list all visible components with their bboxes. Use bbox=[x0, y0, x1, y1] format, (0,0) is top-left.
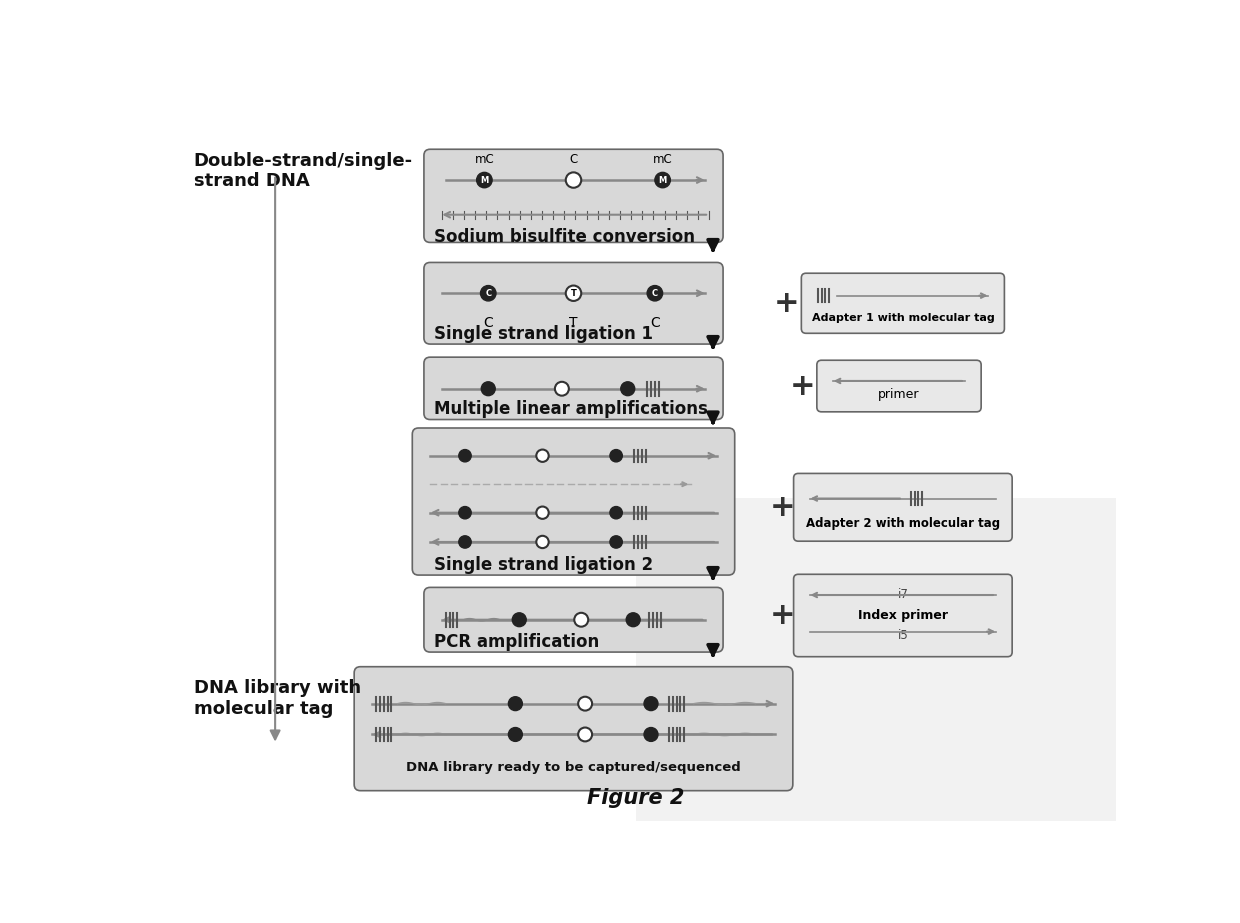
FancyBboxPatch shape bbox=[424, 587, 723, 652]
Circle shape bbox=[574, 613, 588, 627]
FancyBboxPatch shape bbox=[355, 666, 792, 791]
Text: Adapter 1 with molecular tag: Adapter 1 with molecular tag bbox=[811, 313, 994, 322]
Circle shape bbox=[536, 535, 549, 548]
Text: Multiple linear amplifications: Multiple linear amplifications bbox=[434, 400, 708, 418]
Circle shape bbox=[508, 697, 522, 711]
Circle shape bbox=[512, 613, 526, 627]
FancyBboxPatch shape bbox=[817, 360, 981, 412]
Text: i5: i5 bbox=[898, 629, 908, 642]
Text: mC: mC bbox=[475, 153, 495, 166]
Circle shape bbox=[508, 727, 522, 741]
Circle shape bbox=[610, 535, 622, 548]
Circle shape bbox=[536, 507, 549, 519]
FancyBboxPatch shape bbox=[794, 574, 1012, 656]
Text: mC: mC bbox=[652, 153, 672, 166]
Circle shape bbox=[459, 507, 471, 519]
Circle shape bbox=[655, 173, 671, 187]
Text: Double-strand/single-
strand DNA: Double-strand/single- strand DNA bbox=[193, 151, 413, 190]
Circle shape bbox=[610, 507, 622, 519]
Circle shape bbox=[647, 285, 662, 301]
Text: M: M bbox=[480, 175, 489, 185]
Text: PCR amplification: PCR amplification bbox=[434, 632, 599, 651]
Text: primer: primer bbox=[878, 388, 920, 402]
FancyBboxPatch shape bbox=[424, 262, 723, 344]
Text: DNA library with
molecular tag: DNA library with molecular tag bbox=[193, 679, 361, 718]
Text: C: C bbox=[484, 317, 494, 330]
FancyBboxPatch shape bbox=[424, 357, 723, 420]
Circle shape bbox=[565, 285, 582, 301]
Text: T: T bbox=[570, 289, 577, 298]
Circle shape bbox=[610, 450, 622, 462]
Text: +: + bbox=[770, 601, 796, 630]
FancyBboxPatch shape bbox=[412, 428, 734, 575]
Text: Figure 2: Figure 2 bbox=[587, 787, 684, 808]
Text: C: C bbox=[652, 289, 658, 298]
Text: Single strand ligation 2: Single strand ligation 2 bbox=[434, 556, 653, 573]
Circle shape bbox=[644, 697, 658, 711]
Circle shape bbox=[536, 450, 549, 462]
FancyBboxPatch shape bbox=[424, 150, 723, 243]
Text: i7: i7 bbox=[898, 588, 909, 601]
Circle shape bbox=[644, 727, 658, 741]
Circle shape bbox=[578, 697, 593, 711]
Text: M: M bbox=[658, 175, 667, 185]
Text: C: C bbox=[650, 317, 660, 330]
Circle shape bbox=[556, 382, 569, 396]
Text: Sodium bisulfite conversion: Sodium bisulfite conversion bbox=[434, 227, 694, 246]
Circle shape bbox=[565, 173, 582, 187]
Circle shape bbox=[481, 382, 495, 396]
Text: +: + bbox=[790, 372, 815, 401]
FancyBboxPatch shape bbox=[801, 273, 1004, 333]
Circle shape bbox=[459, 535, 471, 548]
FancyBboxPatch shape bbox=[794, 473, 1012, 541]
Circle shape bbox=[621, 382, 635, 396]
FancyBboxPatch shape bbox=[635, 498, 1116, 821]
Circle shape bbox=[578, 727, 593, 741]
Text: C: C bbox=[569, 153, 578, 166]
Circle shape bbox=[476, 173, 492, 187]
Text: +: + bbox=[774, 289, 800, 318]
Text: +: + bbox=[770, 493, 796, 521]
Text: Index primer: Index primer bbox=[858, 609, 947, 622]
Text: Adapter 2 with molecular tag: Adapter 2 with molecular tag bbox=[806, 518, 999, 531]
Circle shape bbox=[459, 450, 471, 462]
Text: T: T bbox=[569, 317, 578, 330]
Circle shape bbox=[626, 613, 640, 627]
Text: Single strand ligation 1: Single strand ligation 1 bbox=[434, 325, 653, 342]
Text: C: C bbox=[485, 289, 491, 298]
Text: DNA library ready to be captured/sequenced: DNA library ready to be captured/sequenc… bbox=[407, 761, 740, 773]
Circle shape bbox=[481, 285, 496, 301]
